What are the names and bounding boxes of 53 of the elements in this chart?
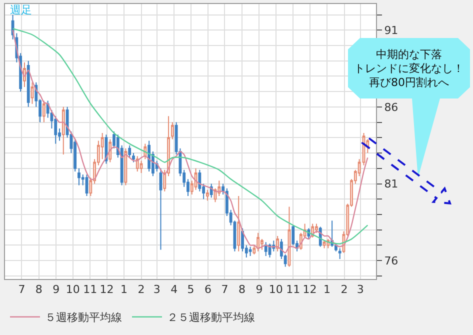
x-tick-label: 8: [238, 283, 246, 296]
x-tick-label: 6: [204, 283, 212, 296]
x-tick-label: 3: [153, 283, 160, 296]
candlestick: [276, 235, 279, 252]
chart-title: 週足: [10, 4, 32, 17]
candlestick: [237, 196, 240, 252]
y-tick-label: 81: [384, 178, 398, 191]
legend-label: ５週移動平均線: [45, 311, 122, 324]
annotation: トレンドに変化なし！: [354, 62, 464, 75]
candlestick: [140, 160, 143, 174]
candlestick: [42, 100, 46, 123]
x-tick-label: 12: [100, 283, 114, 296]
candlestick: [338, 248, 342, 260]
x-tick-label: 8: [35, 283, 42, 296]
x-tick-label: 2: [138, 283, 145, 296]
candlestick: [322, 240, 326, 249]
candlestick: [206, 189, 209, 202]
x-tick-label: 4: [170, 283, 178, 296]
x-tick-label: 12: [302, 283, 317, 296]
candlestick: [62, 106, 65, 156]
x-tick-label: 9: [52, 283, 60, 296]
candlestick: [256, 232, 260, 252]
x-tick-label: 7: [221, 283, 228, 296]
candlestick: [30, 82, 34, 104]
x-tick-label: 5: [187, 283, 194, 296]
x-tick-label: 11: [286, 283, 300, 296]
legend-label: ２５週移動平均線: [167, 311, 255, 324]
candlestick: [85, 174, 88, 197]
y-tick-label: 86: [384, 100, 398, 114]
candlestick: [159, 168, 162, 250]
candlestick: [248, 246, 252, 256]
candlestick: [264, 242, 268, 256]
annotation: 中期的な下落: [376, 48, 442, 61]
x-tick-label: 7: [18, 283, 26, 296]
candlestick: [288, 206, 291, 268]
candlestick: [128, 144, 132, 158]
candlestick: [315, 223, 318, 234]
x-tick-label: 1: [324, 283, 331, 296]
x-tick-label: 3: [356, 283, 364, 296]
candlestick: [23, 62, 26, 88]
x-tick-label: 2: [340, 283, 348, 296]
annotation: 再び80円割れへ: [369, 76, 449, 89]
x-tick-label: 9: [256, 283, 263, 296]
y-tick-label: 91: [384, 24, 398, 37]
y-tick-label: 76: [384, 254, 398, 268]
x-tick-label: 10: [66, 283, 80, 296]
x-tick-label: 1: [120, 283, 128, 296]
candlestick: [78, 168, 80, 186]
x-tick-label: 11: [83, 283, 98, 296]
candlestick: [132, 152, 135, 163]
candlestick: [26, 60, 30, 108]
candlestick: [170, 122, 174, 140]
x-tick-label: 10: [268, 283, 283, 296]
